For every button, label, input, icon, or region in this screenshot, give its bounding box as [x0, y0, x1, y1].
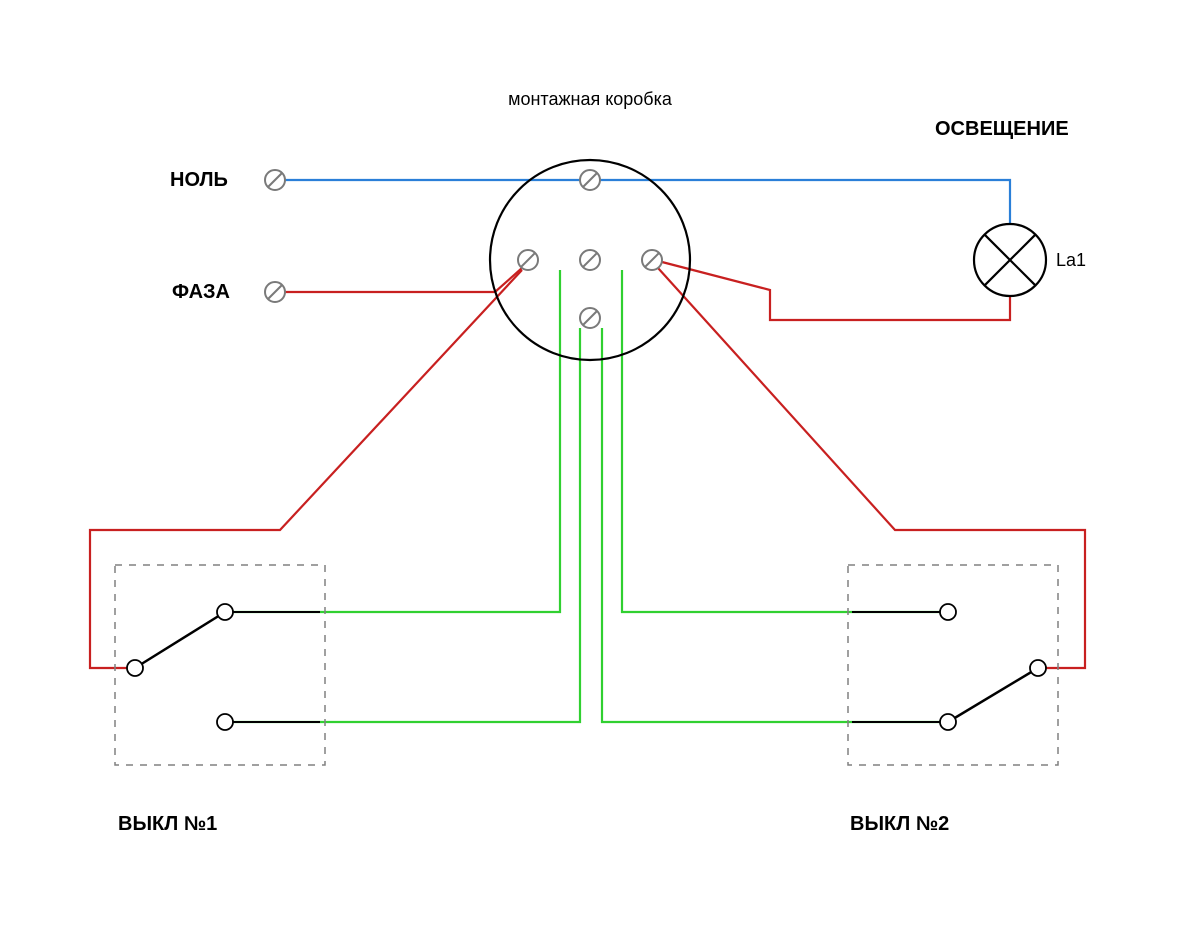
switch-1-common-terminal: [127, 660, 143, 676]
lamp-symbol: [974, 224, 1046, 296]
phase-label: ФАЗА: [172, 281, 230, 303]
phase-in-wire: [285, 268, 522, 292]
phase-to-sw1-wire: [90, 270, 522, 668]
jbox-terminal-left: [518, 250, 538, 270]
switch-1-upper-terminal: [217, 604, 233, 620]
source-terminals: [265, 170, 285, 302]
switch-2-lever: [948, 668, 1038, 722]
switch-2-outline: [848, 565, 1058, 765]
switch-1-label: ВЫКЛ №1: [118, 813, 217, 835]
switch-1-lower-terminal: [217, 714, 233, 730]
lighting-label: ОСВЕЩЕНИЕ: [935, 118, 1069, 140]
switch-2-lower-terminal: [940, 714, 956, 730]
switch-2-label: ВЫКЛ №2: [850, 813, 949, 835]
jbox-terminal-center: [580, 250, 600, 270]
wiring-diagram: монтажная коробка НОЛЬ ФАЗА ОСВЕЩЕНИЕ La…: [0, 0, 1190, 941]
switch-2: [848, 565, 1058, 765]
jbox-terminal-top: [580, 170, 600, 190]
switch-1: [115, 565, 325, 765]
junction-box: [490, 160, 690, 360]
phase-to-lamp-wire: [662, 262, 1010, 320]
jbox-terminal-bottom: [580, 308, 600, 328]
switch-1-outline: [115, 565, 325, 765]
jbox-terminal-right: [642, 250, 662, 270]
neutral-label: НОЛЬ: [170, 169, 228, 191]
neutral-wire: [285, 180, 1010, 224]
switch-1-lever: [135, 612, 225, 668]
lamp-label: La1: [1056, 250, 1086, 270]
neutral-terminal: [265, 170, 285, 190]
switch-2-common-terminal: [1030, 660, 1046, 676]
switch-2-upper-terminal: [940, 604, 956, 620]
phase-to-sw2-wire: [658, 268, 1085, 668]
phase-terminal: [265, 282, 285, 302]
junction-box-label: монтажная коробка: [508, 89, 673, 109]
